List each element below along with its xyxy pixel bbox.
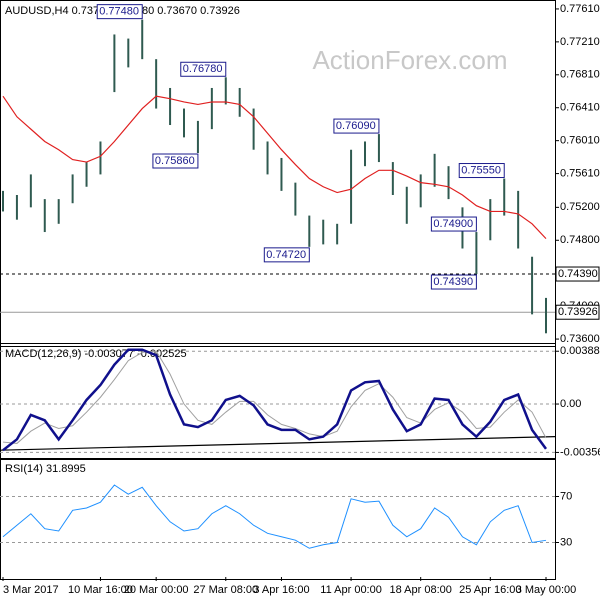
- panel-title: MACD(12,26,9) -0.003077 -0.002525: [5, 348, 187, 360]
- y-tick-label: 0.76810: [560, 69, 600, 81]
- annotation-box: [430, 274, 477, 290]
- watermark: ActionForex.com: [312, 45, 507, 75]
- y-tick-label: 0.75610: [560, 167, 600, 179]
- y-tick-label: 0.76410: [560, 102, 600, 114]
- annotation-label: 0.76780: [183, 63, 223, 75]
- trend-line: [0, 436, 556, 451]
- y-tick-label: 0.003888: [560, 345, 600, 357]
- annotation-box: [430, 216, 477, 232]
- price-box: [555, 266, 600, 282]
- x-tick-label: 11 Apr 00:00: [320, 584, 382, 596]
- annotation-box: [180, 61, 227, 77]
- y-tick-label: 0.73600: [560, 333, 600, 345]
- annotation-label: 0.76090: [336, 120, 376, 132]
- y-tick-label: 0.77610: [560, 3, 600, 15]
- panel-frame: [0, 458, 556, 580]
- annotation-label: 0.75860: [155, 155, 195, 167]
- y-tick-label: 30: [560, 536, 572, 548]
- x-tick-label: 3 May 00:00: [516, 584, 577, 596]
- x-tick-label: 27 Mar 08:00: [193, 584, 258, 596]
- y-tick-label: -0.003564: [560, 446, 600, 458]
- y-tick-label: 70: [560, 490, 572, 502]
- price-box: [555, 304, 600, 320]
- y-tick-label: 0.74800: [560, 234, 600, 246]
- x-tick-label: 3 Mar 2017: [3, 584, 59, 596]
- annotation-label: 0.75550: [461, 164, 501, 176]
- panel-frame: [0, 343, 556, 460]
- x-tick-label: 20 Mar 00:00: [124, 584, 189, 596]
- annotation-label: 0.74720: [266, 249, 306, 261]
- y-tick-label: 0.76010: [560, 135, 600, 147]
- x-tick-label: 25 Apr 16:00: [459, 584, 521, 596]
- annotation-box: [263, 247, 310, 263]
- indicator-line: [2, 350, 547, 444]
- indicator-line: [2, 348, 548, 452]
- annotation-label: 0.74900: [433, 218, 473, 230]
- indicator-line: [2, 484, 547, 549]
- x-tick-label: 3 Apr 16:00: [253, 584, 309, 596]
- x-tick-label: 10 Mar 16:00: [68, 584, 133, 596]
- moving-average: [2, 95, 547, 240]
- annotation-box: [152, 153, 199, 169]
- price-box-label: 0.73926: [558, 306, 598, 318]
- price-box-label: 0.74390: [558, 268, 598, 280]
- x-tick-label: 18 Apr 08:00: [389, 584, 451, 596]
- annotation-label: 0.77480: [99, 6, 139, 18]
- annotation-box: [333, 118, 380, 134]
- y-tick-label: 0.00: [560, 398, 581, 410]
- annotation-box: [458, 163, 505, 179]
- annotation-box: [96, 4, 143, 20]
- y-tick-label: 0.77210: [560, 36, 600, 48]
- panel-title: RSI(14) 31.8995: [5, 463, 86, 475]
- annotation-label: 0.74390: [433, 276, 473, 288]
- y-tick-label: 0.75200: [560, 201, 600, 213]
